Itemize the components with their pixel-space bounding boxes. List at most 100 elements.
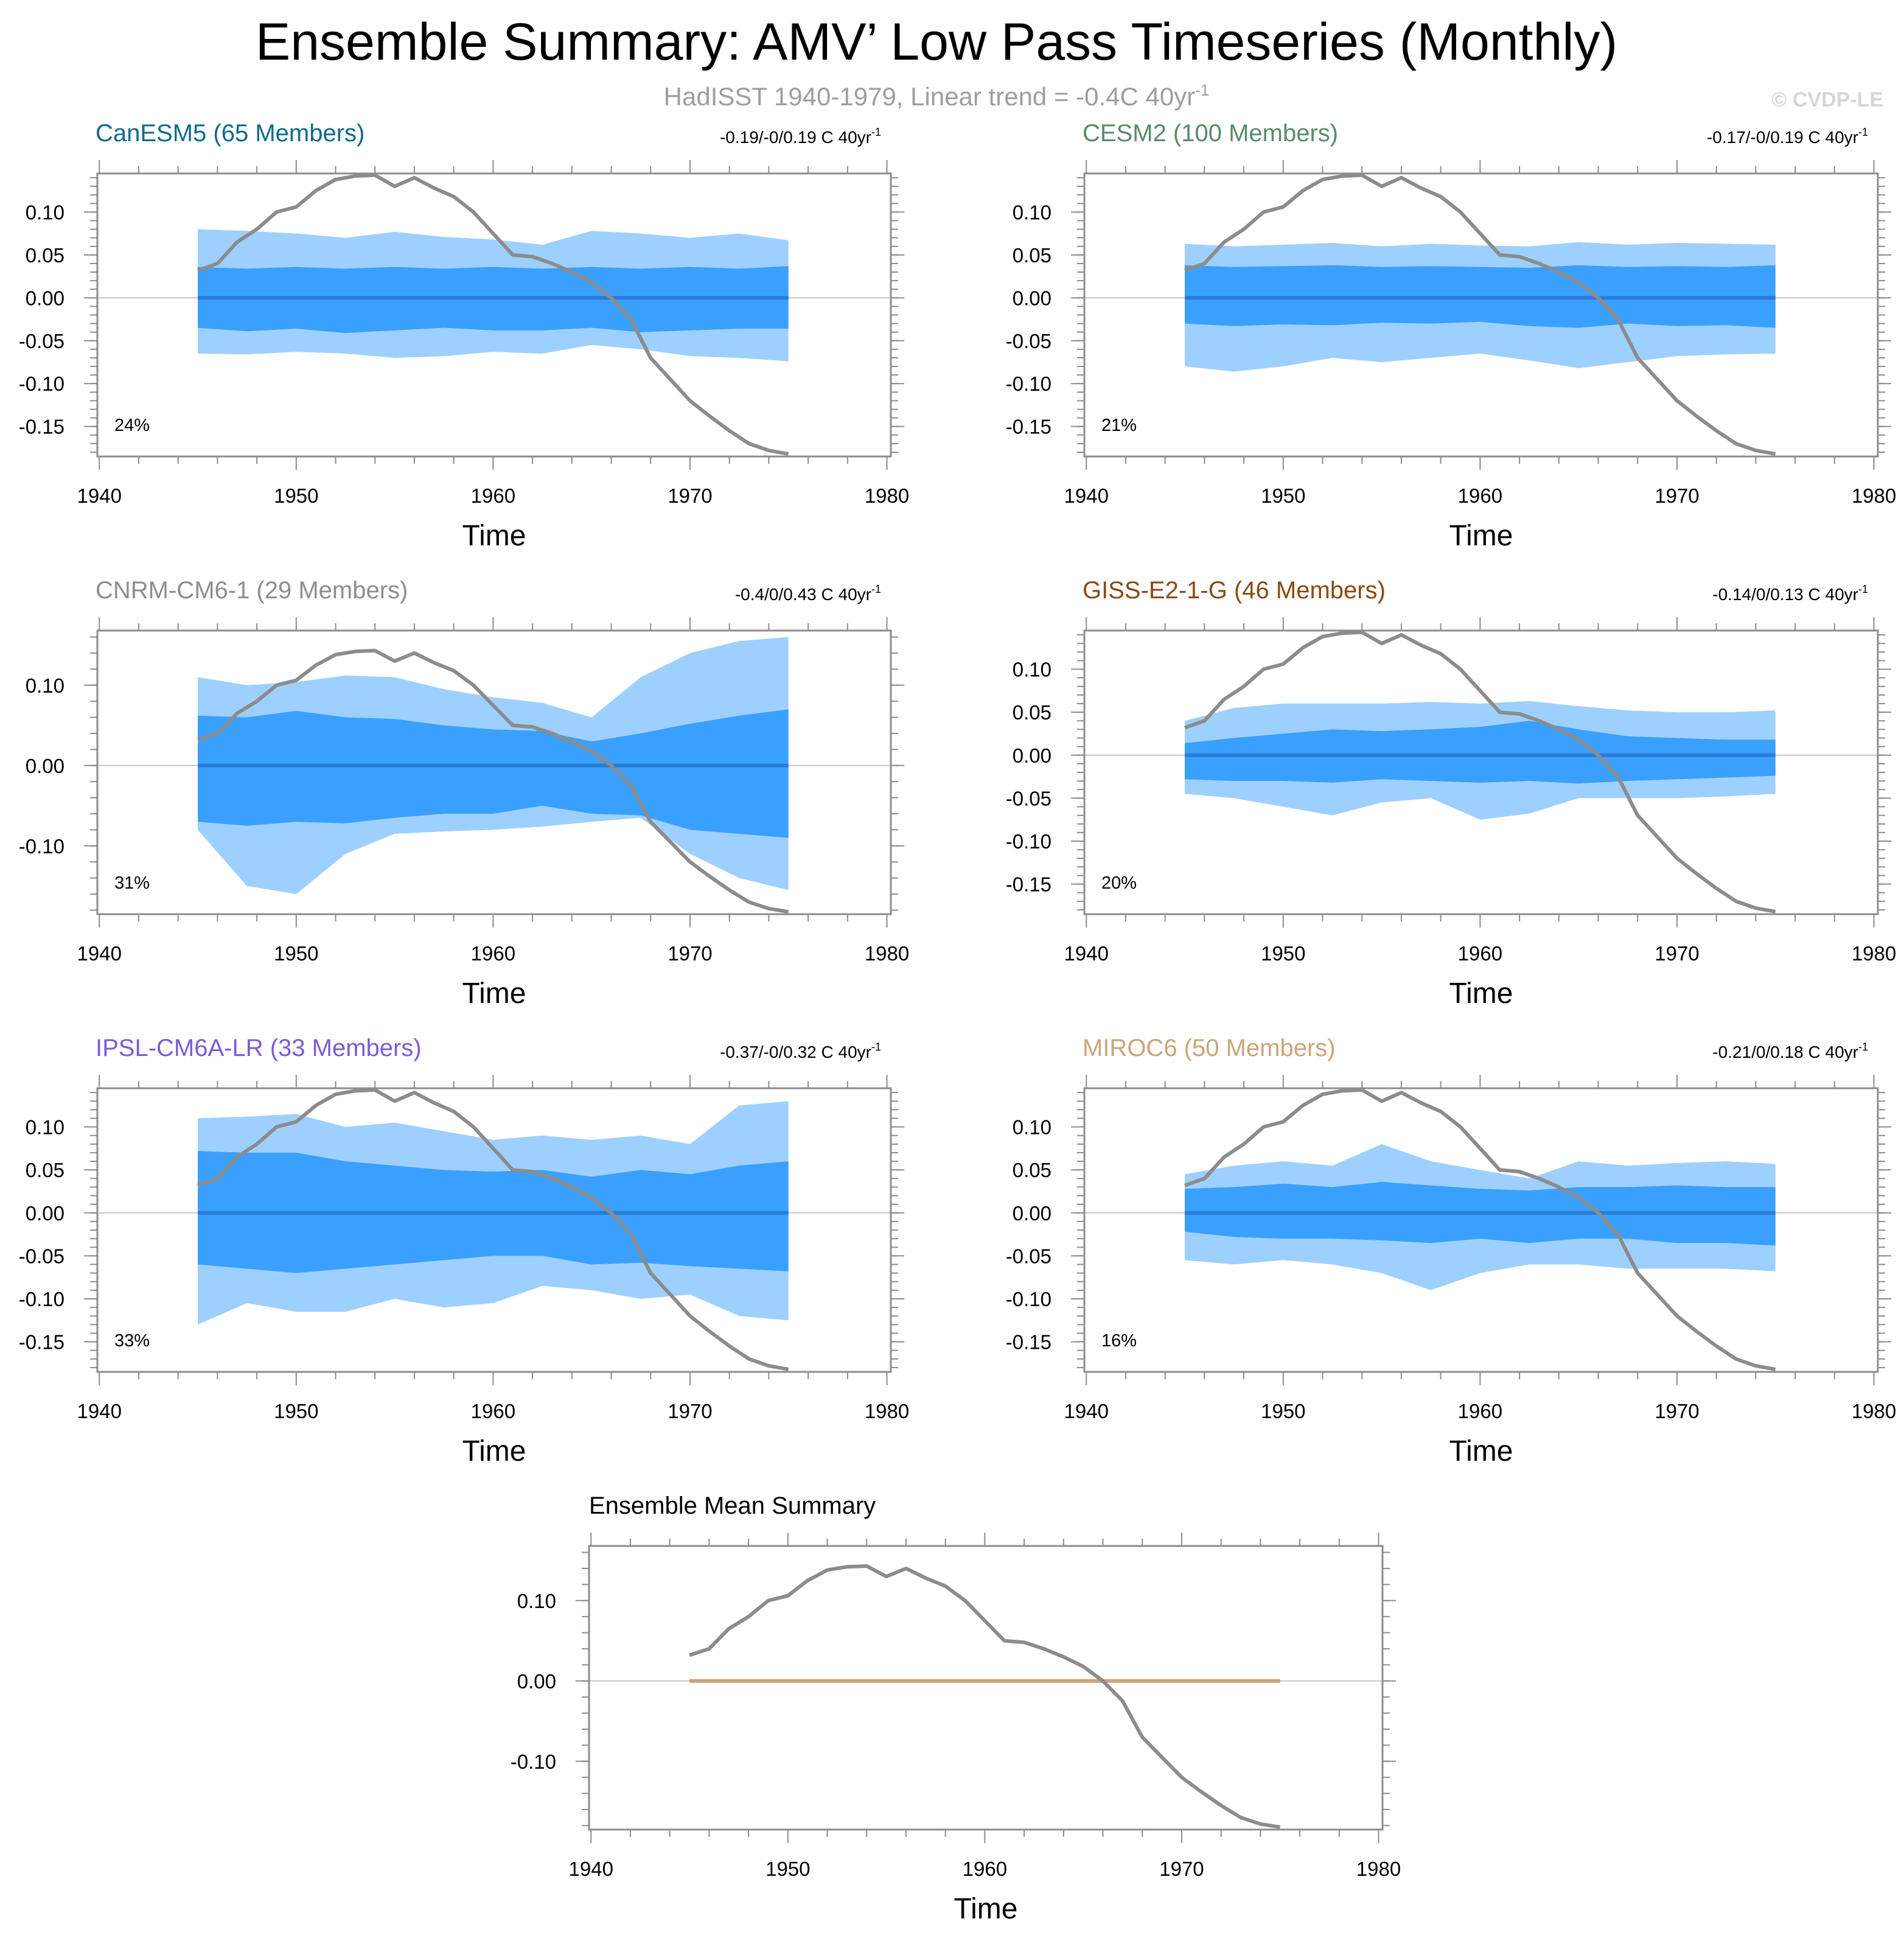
y-tick-label: 0.10 — [1013, 659, 1051, 681]
percent-label: 33% — [114, 1331, 150, 1351]
observations-line — [689, 1564, 1281, 1829]
subtitle-superscript: -1 — [1195, 81, 1209, 99]
x-tick-label: 1960 — [1458, 1400, 1502, 1422]
x-tick-label: 1960 — [471, 942, 515, 965]
trend-range-superscript: -1 — [871, 126, 881, 138]
percent-label: 16% — [1101, 1331, 1137, 1351]
observations-line — [197, 173, 789, 456]
trend-range-label: -0.14/0/0.13 C 40yr-1 — [1712, 583, 1868, 604]
panel-title: CanESM5 (65 Members) — [96, 120, 364, 147]
figure-title: Ensemble Summary: AMV’ Low Pass Timeseri… — [256, 13, 1617, 71]
y-tick-label: 0.10 — [26, 674, 65, 697]
trend-range-superscript: -1 — [1858, 126, 1868, 138]
trend-range-text: -0.4/0/0.43 C 40yr — [735, 585, 871, 604]
y-tick-label: -0.10 — [19, 372, 65, 395]
y-tick-label: 0.05 — [1013, 1159, 1051, 1181]
observations-line — [1184, 1088, 1776, 1371]
observations-line — [197, 649, 789, 914]
x-tick-label: 1940 — [77, 1400, 122, 1422]
x-tick-label: 1970 — [668, 1400, 712, 1422]
y-tick-label: 0.10 — [1013, 1116, 1051, 1139]
x-tick-label: 1980 — [1852, 1400, 1896, 1422]
y-tick-label: -0.10 — [1006, 830, 1051, 853]
observations-line — [1184, 630, 1776, 914]
x-tick-label: 1940 — [77, 942, 122, 965]
trend-range-label: -0.17/-0/0.19 C 40yr-1 — [1707, 126, 1868, 147]
y-tick-label: 0.10 — [26, 1116, 65, 1139]
chart-panel-5: 1940 1950 1960 1970 1980 0.10 0.05 0.00 -0.05 -0.… — [19, 1035, 909, 1467]
trend-range-superscript: -1 — [1858, 583, 1868, 595]
y-tick-label: -0.15 — [19, 1331, 65, 1354]
y-tick-label: -0.15 — [1006, 873, 1051, 896]
y-tick-label: 0.05 — [26, 1159, 65, 1181]
y-tick-label: 0.00 — [517, 1670, 556, 1693]
x-tick-label: 1980 — [865, 1400, 909, 1422]
y-tick-label: 0.10 — [26, 201, 65, 223]
trend-range-label: -0.19/-0/0.19 C 40yr-1 — [720, 126, 881, 147]
x-tick-label: 1940 — [569, 1858, 613, 1880]
trend-range-text: -0.21/0/0.18 C 40yr — [1712, 1043, 1858, 1061]
x-tick-label: 1970 — [668, 942, 712, 965]
x-tick-label: 1980 — [1852, 942, 1896, 965]
x-tick-label: 1980 — [1852, 484, 1896, 507]
x-tick-label: 1940 — [77, 484, 122, 507]
x-tick-label: 1970 — [1655, 942, 1699, 965]
x-tick-label: 1960 — [1458, 484, 1502, 507]
observations-line — [1184, 173, 1776, 456]
x-axis-label: Time — [462, 1435, 526, 1467]
y-tick-label: -0.15 — [1006, 416, 1051, 438]
x-axis-label: Time — [1449, 520, 1513, 552]
trend-range-label: -0.37/-0/0.32 C 40yr-1 — [720, 1041, 881, 1061]
subtitle-main: HadISST 1940-1979, Linear trend = -0.4C … — [664, 82, 1196, 111]
x-axis-label: Time — [462, 520, 526, 552]
panel-title: CNRM-CM6-1 (29 Members) — [96, 577, 408, 604]
x-tick-label: 1970 — [1655, 484, 1699, 507]
plot-frame — [588, 1545, 1384, 1831]
x-tick-label: 1980 — [865, 942, 909, 965]
y-tick-label: 0.00 — [1013, 744, 1051, 767]
chart-panel-4: 1940 1950 1960 1970 1980 0.10 0.05 0.00 -0.05 -0.… — [1006, 577, 1896, 1010]
panel-title: GISS-E2-1-G (46 Members) — [1083, 577, 1386, 604]
credit-label: © CVDP-LE — [1771, 88, 1883, 111]
trend-range-text: -0.19/-0/0.19 C 40yr — [720, 128, 871, 147]
x-axis-label: Time — [954, 1893, 1018, 1925]
percent-label: 20% — [1101, 873, 1137, 893]
trend-range-text: -0.14/0/0.13 C 40yr — [1712, 585, 1858, 604]
panel-title: IPSL-CM6A-LR (33 Members) — [96, 1035, 422, 1061]
x-tick-label: 1950 — [1261, 484, 1305, 507]
trend-range-superscript: -1 — [871, 583, 881, 595]
x-axis-label: Time — [462, 977, 526, 1010]
x-tick-label: 1940 — [1064, 942, 1109, 965]
y-tick-label: 0.10 — [1013, 201, 1051, 223]
x-tick-label: 1950 — [1261, 942, 1305, 965]
x-tick-label: 1950 — [765, 1858, 810, 1880]
y-tick-label: 0.05 — [1013, 701, 1051, 724]
panel-title: Ensemble Mean Summary — [589, 1492, 876, 1519]
y-tick-label: -0.10 — [1006, 372, 1051, 395]
y-tick-label: -0.10 — [19, 835, 65, 858]
y-tick-label: 0.00 — [26, 287, 65, 309]
figure-subtitle: HadISST 1940-1979, Linear trend = -0.4C … — [664, 81, 1210, 111]
percent-label: 31% — [114, 873, 150, 893]
trend-range-superscript: -1 — [1858, 1041, 1868, 1053]
x-tick-label: 1950 — [274, 484, 318, 507]
percent-label: 21% — [1101, 416, 1137, 435]
y-tick-label: 0.00 — [1013, 287, 1051, 309]
y-tick-label: 0.00 — [26, 755, 65, 777]
x-tick-label: 1960 — [963, 1858, 1007, 1880]
y-tick-label: 0.05 — [26, 244, 65, 267]
observations-line — [197, 1088, 789, 1371]
x-tick-label: 1980 — [1356, 1858, 1401, 1880]
inner-spread-band — [1185, 721, 1776, 784]
x-tick-label: 1960 — [1458, 942, 1502, 965]
plot-frame — [96, 629, 892, 915]
x-tick-label: 1970 — [1159, 1858, 1204, 1880]
x-tick-label: 1950 — [1261, 1400, 1305, 1422]
trend-range-superscript: -1 — [871, 1041, 881, 1053]
y-tick-label: -0.05 — [19, 330, 65, 352]
x-tick-label: 1970 — [668, 484, 712, 507]
panel-title: MIROC6 (50 Members) — [1083, 1035, 1336, 1061]
x-tick-label: 1940 — [1064, 1400, 1109, 1422]
y-tick-label: 0.10 — [517, 1590, 556, 1612]
x-tick-label: 1960 — [471, 1400, 515, 1422]
